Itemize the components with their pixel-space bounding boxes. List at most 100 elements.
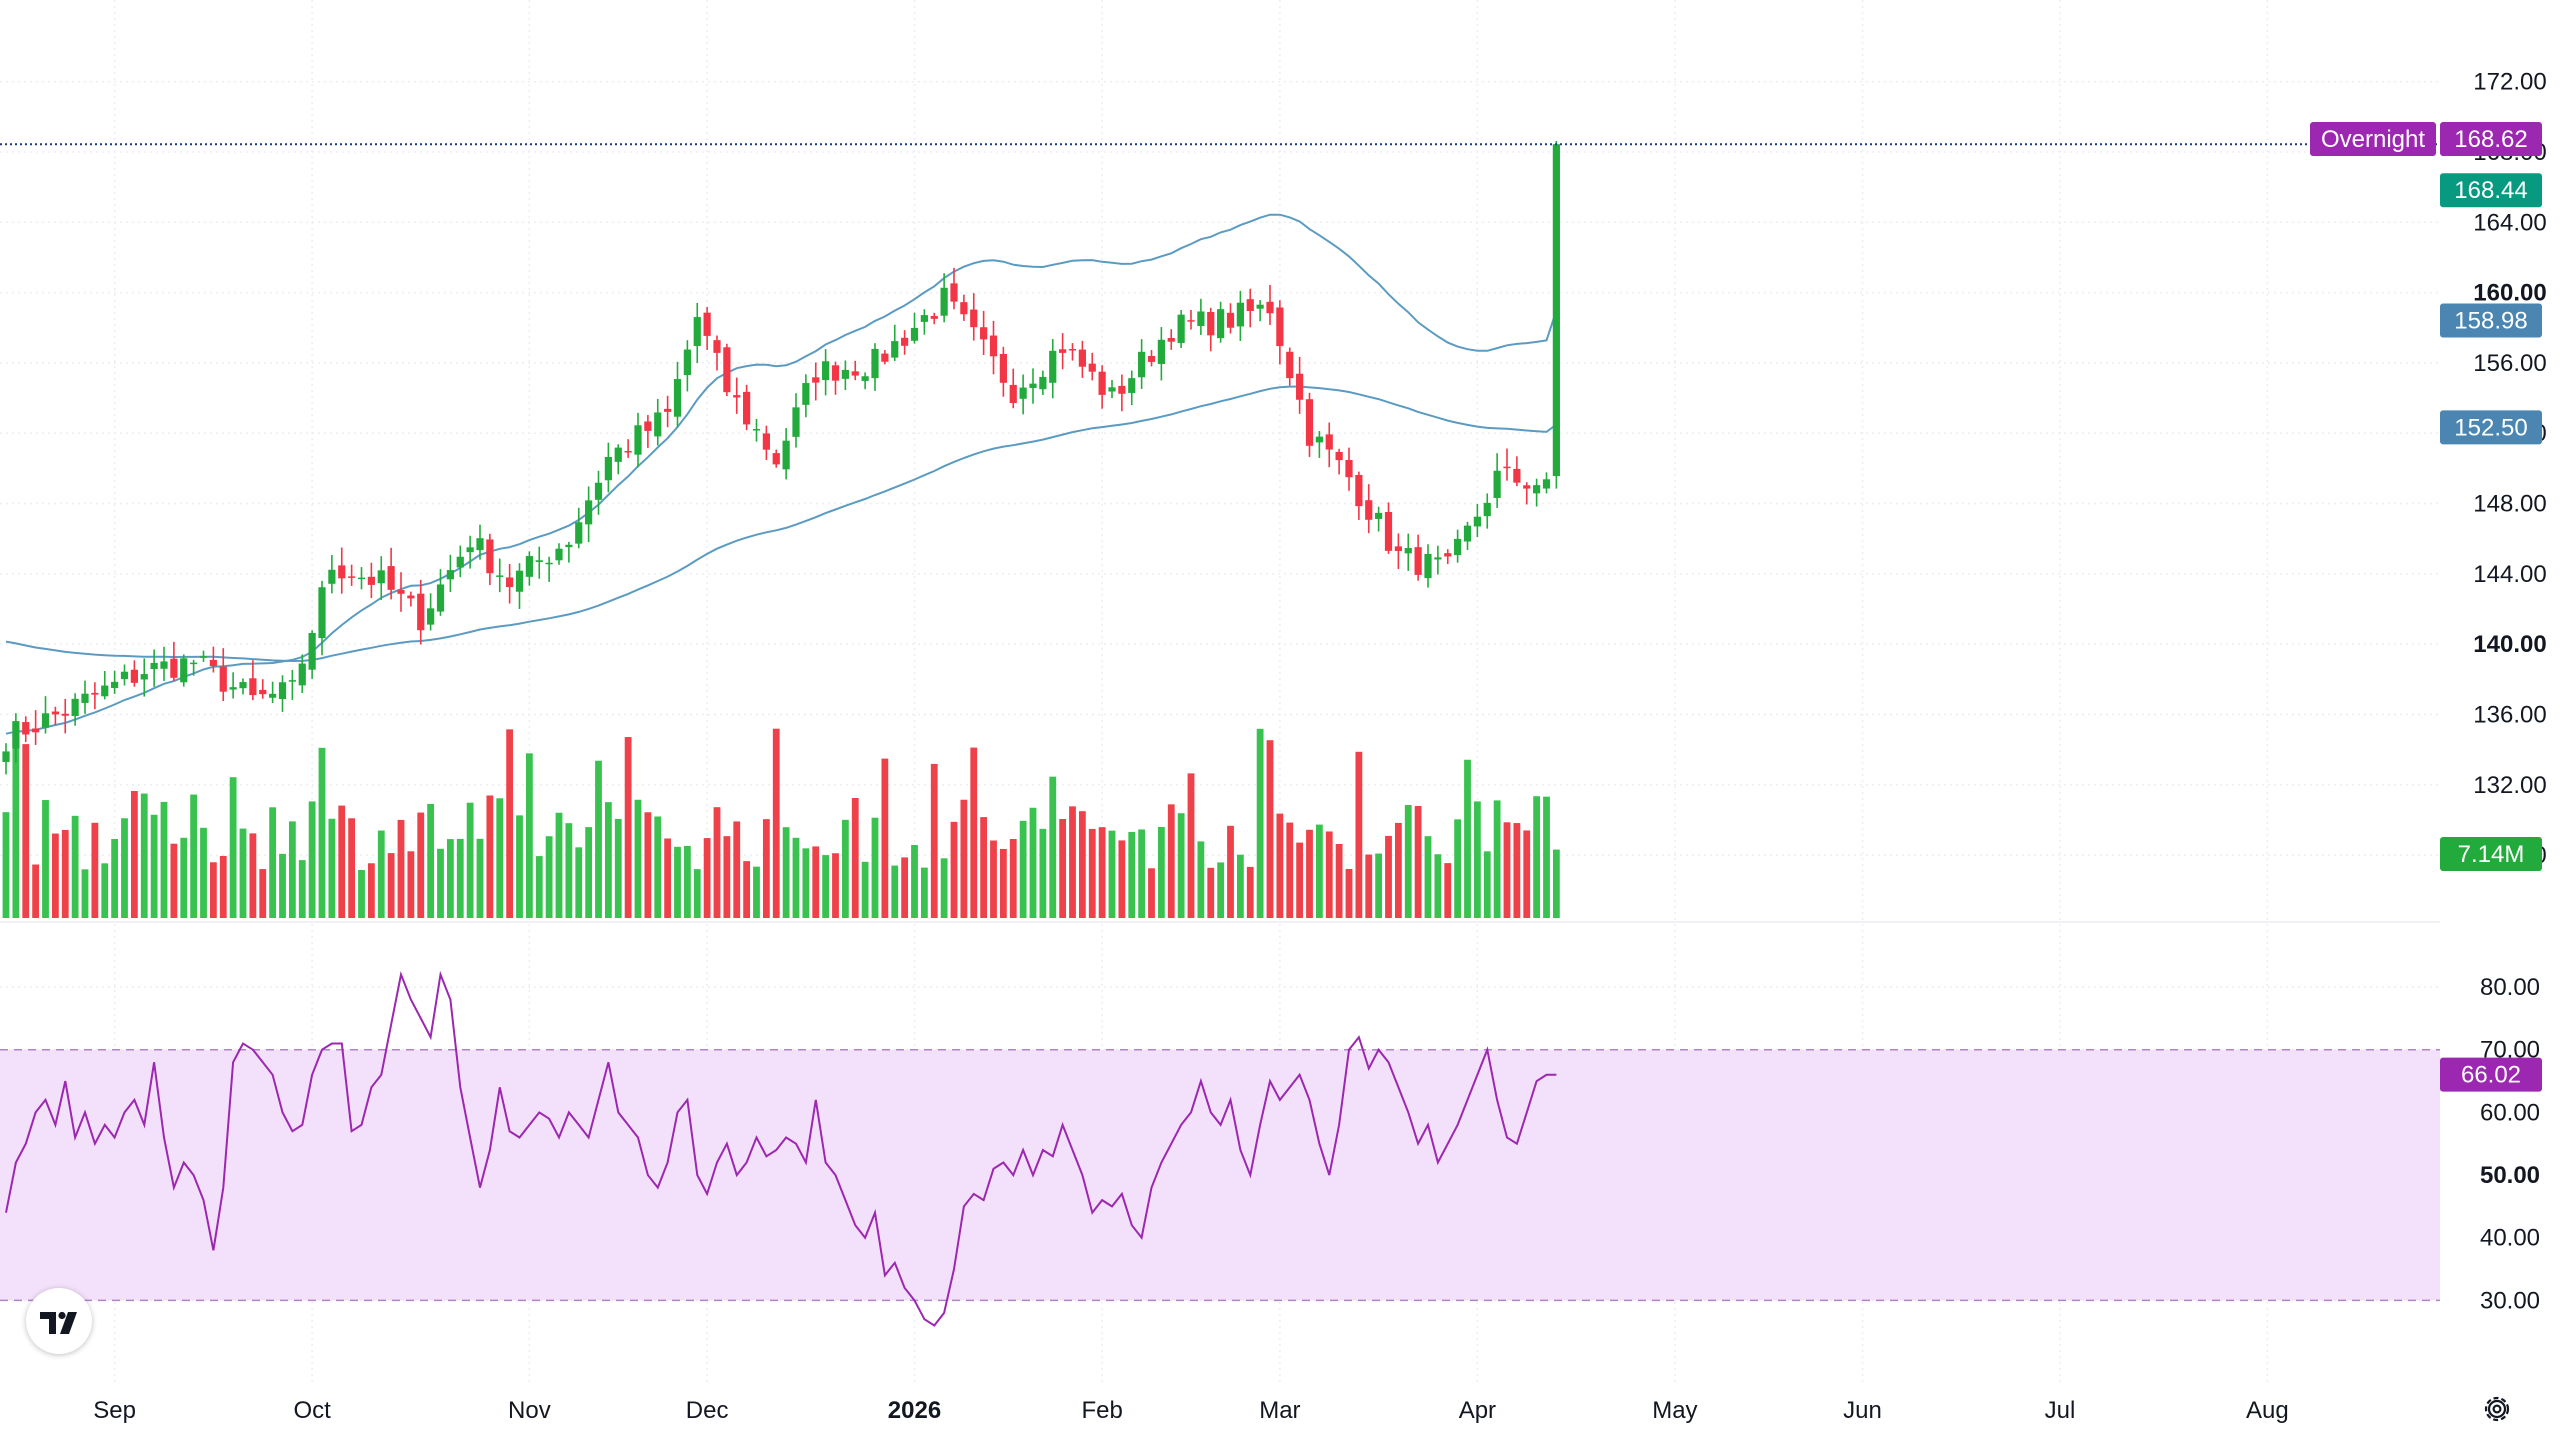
candle-body: [278, 682, 287, 700]
candle-body: [249, 678, 257, 696]
price-tick-label: 144.00: [2473, 561, 2546, 588]
volume-bar: [516, 815, 523, 918]
candle-body: [614, 447, 622, 462]
volume-bar: [51, 833, 59, 918]
time-tick-label: 2026: [888, 1397, 941, 1424]
candle-body: [1384, 512, 1393, 551]
volume-bar: [1236, 854, 1244, 918]
volume-bar: [1187, 773, 1195, 918]
volume-bar: [624, 737, 632, 918]
candle-body: [259, 689, 267, 695]
candle-body: [348, 576, 356, 578]
volume-bar: [1227, 825, 1234, 918]
ma-fast-tag: 158.98: [2454, 308, 2527, 335]
volume-bar: [1059, 819, 1067, 918]
candle-body: [802, 383, 810, 405]
volume-tag-bg: [2440, 837, 2542, 871]
candle-body: [525, 556, 533, 577]
volume-bar: [693, 869, 701, 918]
volume-bar: [377, 830, 385, 918]
candle-body: [1088, 363, 1096, 372]
gear-icon[interactable]: [2480, 1392, 2514, 1426]
volume-bar: [1039, 828, 1047, 918]
candle-body: [545, 562, 553, 565]
candle-body: [1118, 385, 1126, 394]
volume-bar: [1315, 824, 1323, 918]
overnight-price-tag-bg: [2440, 122, 2542, 157]
ma-fast-tag-bg: [2440, 303, 2542, 338]
price-tick-label: 136.00: [2473, 701, 2546, 728]
volume-bar: [841, 819, 849, 918]
volume-bar: [1533, 796, 1541, 918]
candle-body: [1217, 309, 1225, 339]
candle-body: [219, 666, 227, 692]
candle-body: [1365, 500, 1373, 520]
candle-body: [486, 539, 494, 574]
candle-body: [140, 674, 148, 680]
last-price-tag-bg: [2440, 173, 2542, 208]
candle-body: [71, 698, 79, 716]
candle-body: [91, 692, 99, 695]
time-tick-label: Dec: [686, 1397, 729, 1424]
candle-body: [1068, 349, 1077, 351]
candle-body: [910, 327, 919, 341]
candle-body: [1404, 548, 1412, 554]
candle-body: [861, 376, 869, 381]
candle-body: [12, 721, 20, 749]
candle-body: [357, 577, 366, 580]
rsi-tick-label: 80.00: [2480, 974, 2540, 1001]
candle-body: [199, 656, 208, 658]
overnight-label-bg: [2310, 122, 2436, 157]
volume-bar: [1286, 822, 1294, 918]
rsi-tick-label: 50.00: [2480, 1162, 2540, 1189]
candle-body: [812, 377, 820, 383]
rsi-guides: [0, 1048, 2440, 1302]
volume-bar: [1019, 820, 1027, 918]
tradingview-logo-icon[interactable]: [26, 1288, 92, 1354]
candle-body: [1483, 502, 1491, 517]
candle-body: [634, 425, 642, 455]
volume-bar: [1069, 806, 1076, 918]
candle-body: [1414, 547, 1422, 575]
candle-body: [752, 429, 761, 431]
volume-bar: [61, 829, 69, 918]
candle-body: [1444, 553, 1452, 557]
candle-body: [1266, 301, 1274, 314]
volume-bar: [1355, 751, 1363, 918]
candle-body: [1167, 337, 1175, 342]
candle-body: [446, 570, 454, 580]
volume-bar: [1375, 853, 1383, 918]
volume-bar: [851, 797, 859, 918]
candle-body: [377, 570, 385, 584]
candle-body: [417, 593, 425, 631]
volume-bar: [397, 819, 405, 918]
last-price-tag: 168.44: [2454, 177, 2527, 204]
candle-body: [1523, 485, 1531, 489]
volume-bar: [565, 823, 573, 918]
volume-bar: [328, 818, 336, 918]
volume-bar: [200, 827, 207, 918]
rsi-tick-label: 40.00: [2480, 1225, 2540, 1252]
candle-body: [585, 500, 593, 525]
candle-body: [604, 456, 612, 481]
candle-body: [1029, 383, 1037, 388]
candles: [2, 141, 1560, 775]
volume-bar: [1493, 800, 1501, 918]
time-tick-label: Sep: [93, 1397, 136, 1424]
volume-bar: [1444, 863, 1452, 918]
time-tick-label: Nov: [508, 1397, 551, 1424]
volume-bar: [1296, 842, 1304, 918]
candle-body: [940, 287, 948, 316]
volume-bar: [575, 847, 583, 918]
ma-slow-tag: 152.50: [2454, 414, 2527, 441]
price-tick-label: 160.00: [2473, 280, 2546, 307]
candle-body: [1542, 479, 1551, 489]
volume-bar: [417, 812, 425, 918]
candle-body: [1256, 304, 1264, 309]
candle-body: [713, 340, 721, 353]
volume-bar: [772, 728, 780, 918]
candle-body: [81, 693, 89, 703]
volume-bar: [140, 793, 148, 918]
